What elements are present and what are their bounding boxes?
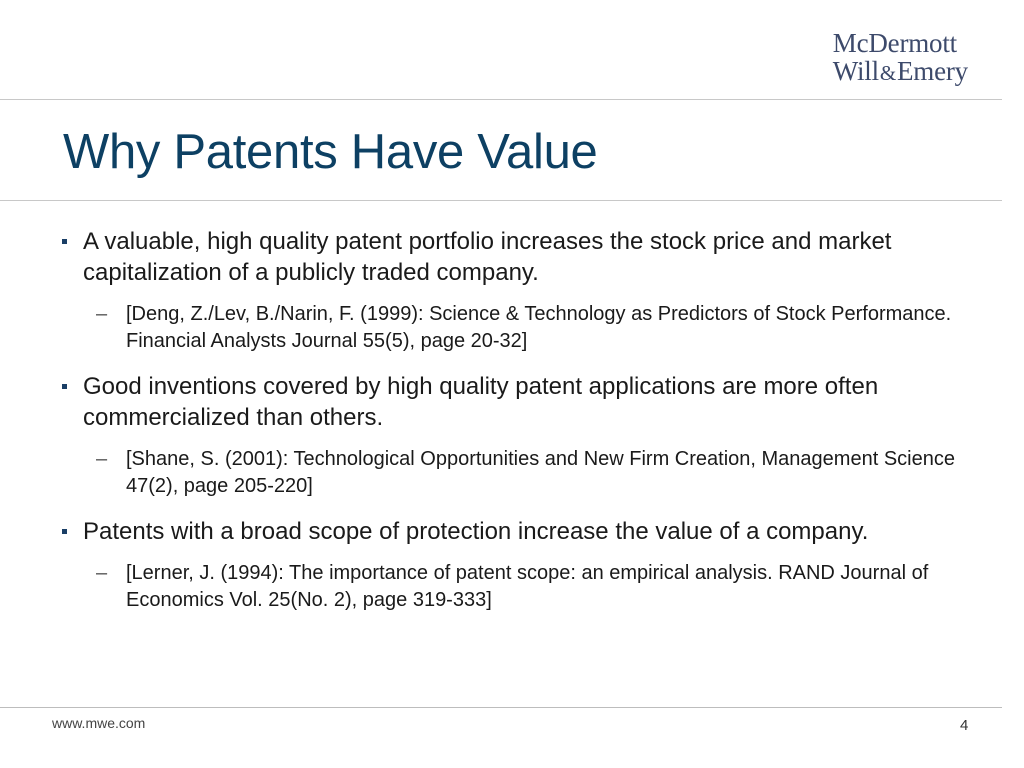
bullet-text: Good inventions covered by high quality …	[83, 373, 879, 431]
slide-content: A valuable, high quality patent portfoli…	[60, 226, 970, 614]
footer-url-link[interactable]: www.mwe.com	[52, 715, 146, 731]
logo-word-emery: Emery	[897, 56, 968, 86]
logo-line-2: Will&Emery	[833, 58, 968, 85]
square-bullet-icon	[62, 529, 67, 534]
company-logo: McDermott Will&Emery	[833, 30, 968, 85]
footer-divider	[0, 707, 1002, 708]
citation-text: [Lerner, J. (1994): The importance of pa…	[126, 562, 929, 611]
citation-text: [Deng, Z./Lev, B./Narin, F. (1999): Scie…	[126, 303, 952, 352]
dash-icon: –	[96, 303, 108, 325]
slide-title: Why Patents Have Value	[63, 125, 598, 179]
square-bullet-icon	[62, 239, 67, 244]
logo-ampersand: &	[879, 61, 897, 85]
title-divider	[0, 200, 1002, 201]
bullet-text: A valuable, high quality patent portfoli…	[83, 228, 892, 286]
bullet-item: A valuable, high quality patent portfoli…	[60, 226, 970, 288]
bullet-item: Good inventions covered by high quality …	[60, 371, 970, 433]
sub-bullet-item: – [Lerner, J. (1994): The importance of …	[96, 560, 970, 614]
sub-bullet-item: – [Deng, Z./Lev, B./Narin, F. (1999): Sc…	[96, 301, 970, 355]
square-bullet-icon	[62, 384, 67, 389]
bullet-text: Patents with a broad scope of protection…	[83, 518, 869, 545]
citation-text: [Shane, S. (2001): Technological Opportu…	[126, 448, 955, 497]
logo-line-1: McDermott	[832, 28, 957, 58]
dash-icon: –	[96, 562, 108, 584]
dash-icon: –	[96, 448, 108, 470]
page-number: 4	[960, 717, 969, 734]
logo-word-will: Will	[832, 56, 879, 86]
sub-bullet-item: – [Shane, S. (2001): Technological Oppor…	[96, 446, 970, 500]
bullet-item: Patents with a broad scope of protection…	[60, 516, 970, 547]
header-divider	[0, 99, 1002, 100]
